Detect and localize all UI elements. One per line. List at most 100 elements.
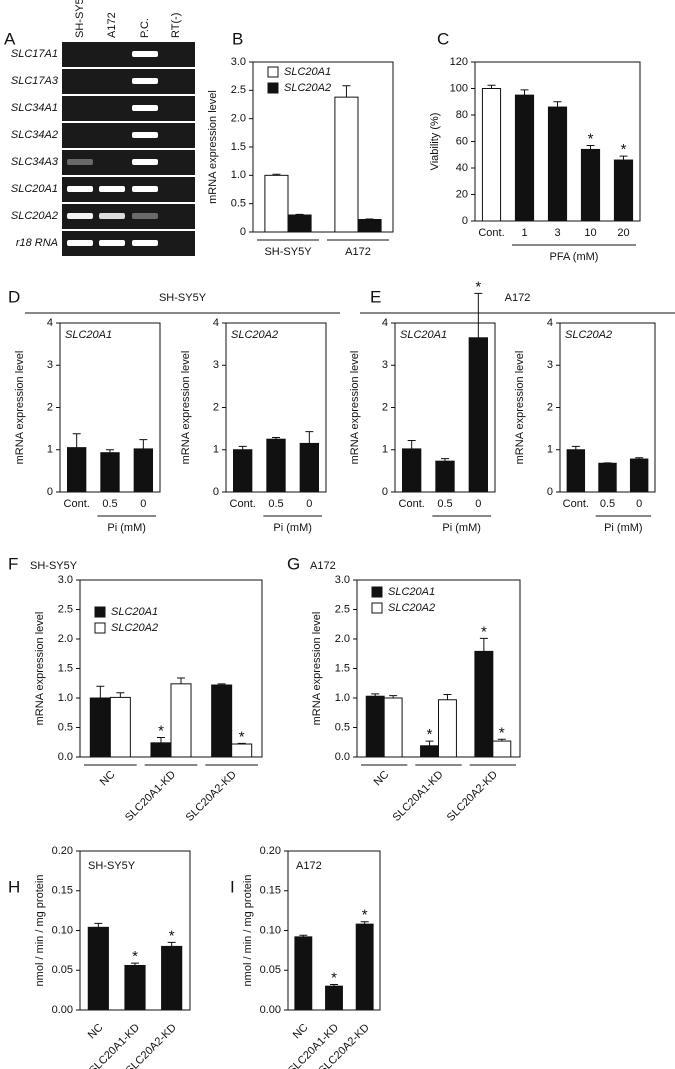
error-bar	[619, 155, 628, 161]
bar	[170, 683, 192, 758]
error-bar	[479, 637, 488, 652]
gene-label: SLC34A2	[11, 129, 58, 141]
bar	[402, 448, 422, 493]
bar	[87, 926, 109, 1011]
x-tick-label: 0.5	[437, 498, 452, 510]
x-tick-label: 0	[636, 498, 642, 510]
x-tick-label: Cont.	[399, 498, 425, 510]
error-bar	[156, 737, 165, 743]
error-bar	[487, 84, 496, 89]
inner-label: SLC20A2	[565, 329, 612, 341]
bar	[613, 159, 634, 222]
panel-letter: H	[8, 877, 20, 896]
x-tick-label: SH-SY5Y	[264, 246, 312, 258]
error-bar	[72, 433, 81, 448]
legend-swatch	[94, 606, 106, 618]
y-tick-label: 2.5	[335, 603, 350, 615]
inner-label: SH-SY5Y	[88, 860, 136, 872]
y-tick-label: 3	[213, 359, 219, 371]
gel-band	[67, 159, 93, 165]
y-axis-label: mRNA expression level	[514, 351, 526, 465]
bar	[514, 94, 535, 222]
significance: *	[362, 907, 368, 924]
y-tick-label: 0	[382, 486, 388, 498]
gene-label: SLC17A1	[11, 48, 58, 60]
y-tick-label: 0.00	[52, 1004, 73, 1016]
gel-band	[132, 213, 158, 219]
y-tick-label: 0.10	[52, 924, 73, 936]
error-bar	[443, 693, 452, 700]
x-tick-label: 3	[554, 227, 560, 239]
error-bar	[106, 449, 114, 453]
gel-band	[99, 240, 125, 246]
y-tick-label: 40	[456, 162, 468, 174]
x-tick-label: 0.5	[268, 498, 283, 510]
y-tick-label: 2	[213, 401, 219, 413]
group-header: A172	[505, 292, 531, 304]
x-tick-label: 0	[306, 498, 312, 510]
x-tick-label: 0.5	[102, 498, 117, 510]
x-tick-label: Cont.	[563, 498, 589, 510]
gene-label: SLC17A3	[11, 75, 59, 87]
bar	[294, 936, 313, 1011]
gel-row	[62, 150, 195, 175]
y-tick-label: 0.0	[335, 751, 350, 763]
y-axis-label: mRNA expression level	[311, 612, 323, 726]
y-tick-label: 4	[382, 317, 388, 329]
error-bar	[237, 742, 246, 745]
error-bar	[299, 934, 308, 937]
y-tick-label: 60	[456, 135, 468, 147]
y-tick-label: 0.5	[58, 721, 73, 733]
gel-row	[62, 69, 195, 94]
bar	[580, 148, 601, 222]
group-label: Pi (mM)	[273, 522, 312, 534]
significance: *	[499, 724, 505, 741]
error-bar	[116, 692, 125, 698]
y-tick-label: 3	[382, 359, 388, 371]
bar	[264, 174, 289, 233]
y-tick-label: 0.20	[52, 845, 73, 857]
y-tick-label: 1.5	[58, 662, 73, 674]
x-tick-label: Cont.	[230, 498, 256, 510]
y-tick-label: 0.5	[335, 721, 350, 733]
panel-letter: C	[437, 29, 449, 48]
bar	[468, 337, 488, 493]
error-bar	[96, 685, 105, 698]
x-tick-label: 0	[140, 498, 146, 510]
y-axis-label: mRNA expression level	[349, 351, 361, 465]
error-bar	[389, 695, 398, 698]
bar	[266, 438, 286, 493]
gel-band	[99, 213, 125, 219]
y-axis-label: nmol / min / mg protein	[34, 875, 46, 987]
bar	[231, 743, 253, 758]
error-bar	[295, 213, 304, 215]
y-tick-label: 0.5	[231, 198, 246, 210]
y-tick-label: 3	[47, 359, 53, 371]
y-tick-label: 0	[462, 215, 468, 227]
legend-swatch	[267, 66, 279, 78]
inner-label: SLC20A1	[65, 329, 112, 341]
significance: *	[481, 623, 487, 640]
significance: *	[169, 927, 175, 944]
y-axis-label: mRNA expression level	[14, 351, 26, 465]
gel-row	[62, 123, 195, 148]
y-axis-label: mRNA expression level	[207, 90, 219, 204]
gel-band	[132, 51, 158, 57]
y-tick-label: 2	[382, 401, 388, 413]
gel-band	[132, 240, 158, 246]
y-tick-label: 0.0	[58, 751, 73, 763]
bar	[474, 650, 494, 758]
bar	[325, 985, 343, 1011]
gene-label: SLC34A1	[11, 102, 58, 114]
x-tick-label: 0	[475, 498, 481, 510]
error-bar	[586, 144, 595, 150]
y-axis-label: mRNA expression level	[34, 612, 46, 726]
bar	[133, 448, 154, 493]
y-tick-label: 0.20	[260, 845, 281, 857]
group-label: Pi (mM)	[442, 522, 481, 534]
panel-letter: D	[8, 287, 20, 306]
error-bar	[131, 962, 139, 966]
group-label: PFA (mM)	[550, 251, 599, 263]
y-tick-label: 100	[450, 82, 468, 94]
